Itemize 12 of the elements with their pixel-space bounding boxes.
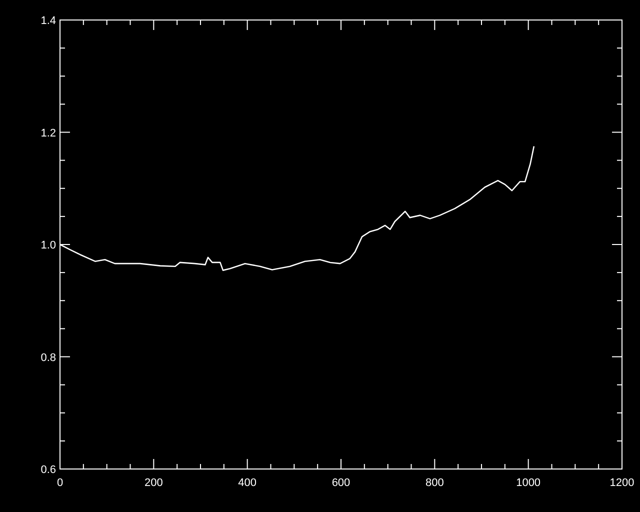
- x-tick-label: 1200: [610, 477, 634, 489]
- y-tick-label: 1.2: [40, 127, 56, 140]
- y-tick-label: 0.6: [40, 464, 56, 476]
- y-tick-label: 1.0: [40, 240, 56, 252]
- x-tick-label: 1000: [516, 477, 541, 489]
- x-tick-label: 0: [56, 477, 64, 489]
- y-tick-label: 1.4: [40, 15, 56, 27]
- x-tick-label: 400: [238, 477, 257, 489]
- x-tick-label: 600: [332, 477, 350, 489]
- x-tick-label: 800: [425, 477, 444, 489]
- y-tick-label: 0.8: [40, 352, 56, 364]
- x-tick-label: 200: [144, 477, 163, 489]
